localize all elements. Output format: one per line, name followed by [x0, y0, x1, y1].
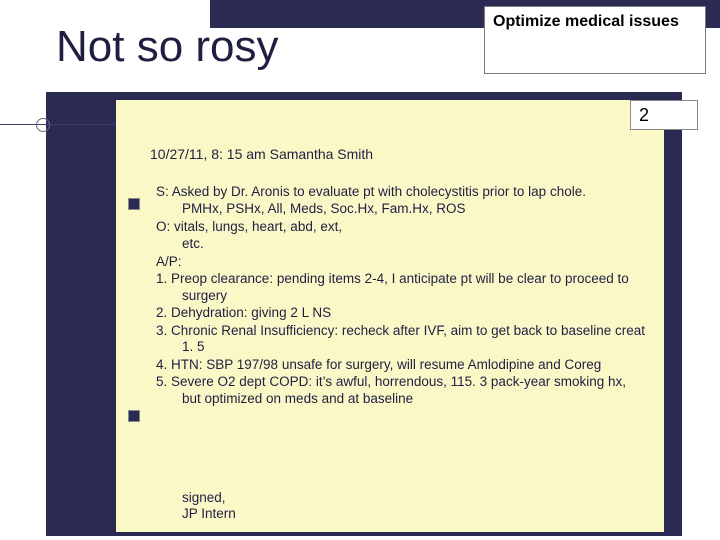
bullet-icon — [128, 198, 140, 210]
divider-line — [0, 124, 116, 125]
bullet-icon — [128, 410, 140, 422]
note-signature: signed, JP Intern — [182, 490, 236, 523]
slide-title: Not so rosy — [56, 22, 279, 72]
callout-box: Optimize medical issues — [484, 6, 706, 74]
note-line: S: Asked by Dr. Aronis to evaluate pt wi… — [156, 184, 648, 200]
note-line: O: vitals, lungs, heart, abd, ext, — [156, 219, 648, 235]
signature-line: JP Intern — [182, 506, 236, 522]
note-line: 5. Severe O2 dept COPD: it’s awful, horr… — [156, 374, 648, 407]
note-line: 4. HTN: SBP 197/98 unsafe for surgery, w… — [156, 357, 648, 373]
number-value: 2 — [639, 105, 649, 125]
note-line: PMHx, PSHx, All, Meds, Soc.Hx, Fam.Hx, R… — [156, 201, 648, 217]
note-header: 10/27/11, 8: 15 am Samantha Smith — [150, 146, 373, 162]
note-line: etc. — [156, 236, 648, 252]
callout-text: Optimize medical issues — [493, 13, 679, 30]
note-line: 3. Chronic Renal Insufficiency: recheck … — [156, 323, 648, 356]
signature-line: signed, — [182, 490, 236, 506]
note-line: 2. Dehydration: giving 2 L NS — [156, 305, 648, 321]
note-line: A/P: — [156, 254, 648, 270]
divider-circle-icon — [36, 118, 50, 132]
note-line: 1. Preop clearance: pending items 2-4, I… — [156, 271, 648, 304]
number-box: 2 — [630, 100, 698, 130]
note-body: S: Asked by Dr. Aronis to evaluate pt wi… — [156, 184, 648, 408]
slide: Optimize medical issues Not so rosy 2 10… — [0, 0, 720, 540]
